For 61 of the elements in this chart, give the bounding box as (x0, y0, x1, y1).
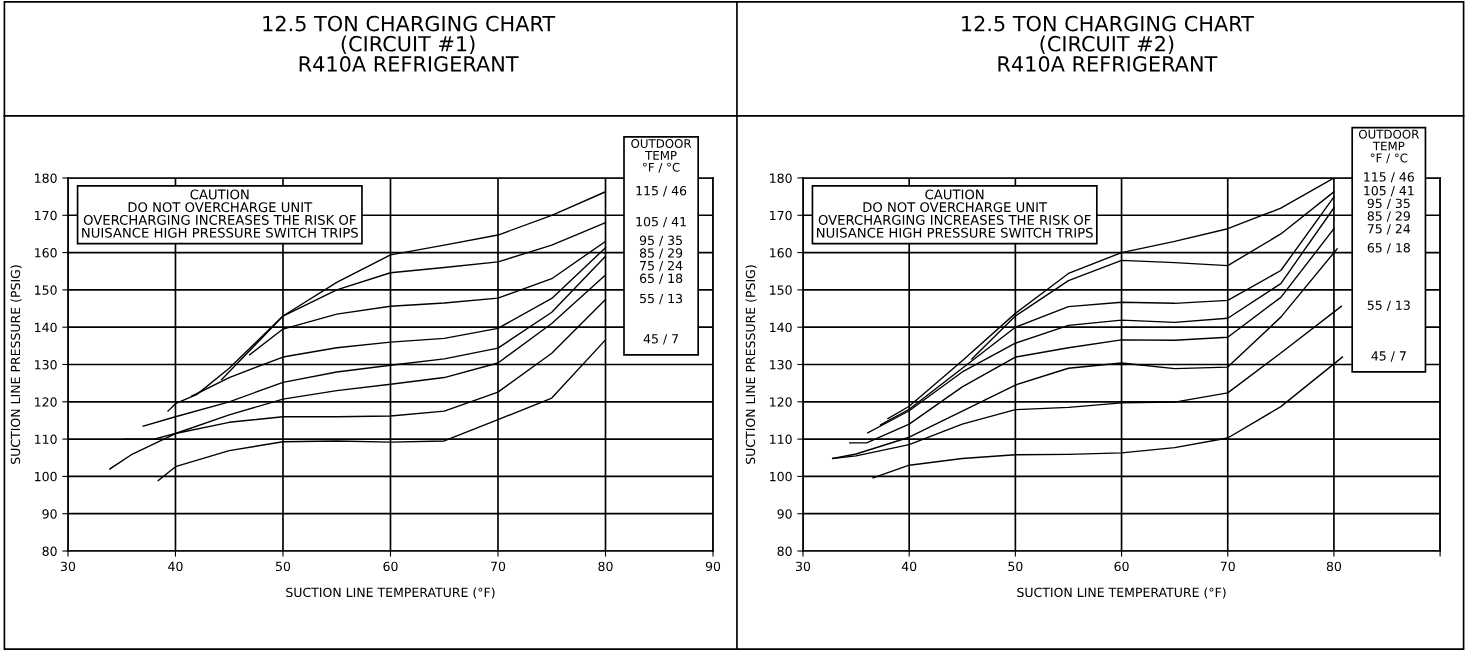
y-tick-label: 100 (770, 471, 792, 482)
text: 105 / 41 (636, 216, 686, 228)
x-tick-label: 70 (1220, 561, 1235, 572)
y-tick-label: 130 (770, 359, 792, 370)
y-tick-label: 140 (35, 322, 57, 333)
y-tick-label: 90 (777, 509, 792, 519)
x-tick-label: 50 (275, 561, 291, 572)
chart-title: 12.5 TON CHARGING CHART (CIRCUIT #2) R410A REFRIGERANT (962, 15, 1254, 72)
x-tick-label: 30 (796, 561, 811, 572)
y-tick-label: 100 (35, 471, 57, 482)
x-tick-label: 40 (168, 561, 183, 572)
legend-title: OUTDOOR TEMP °F / °C (631, 139, 692, 173)
y-tick-label: 110 (770, 434, 792, 445)
text: 45 / 7 (1371, 351, 1406, 362)
y-tick-label: 120 (770, 397, 792, 407)
y-tick-label: 180 (35, 173, 57, 183)
x-tick-label: 70 (491, 561, 506, 572)
x-tick-label: 50 (1008, 561, 1023, 572)
y-axis-title: SUCTION LINE PRESSURE (PSIG) (10, 265, 22, 464)
text: 85 / 29 (639, 248, 683, 259)
text: 45 / 7 (643, 334, 679, 345)
text: 55 / 13 (1367, 300, 1410, 311)
y-tick-label: 90 (42, 509, 57, 519)
y-tick-label: 170 (770, 210, 792, 221)
text: 95 / 35 (639, 235, 682, 247)
x-axis-title: SUCTION LINE TEMPERATURE (°F) (1017, 587, 1226, 599)
x-tick-label: 60 (1114, 561, 1129, 572)
text: 65 / 18 (1367, 243, 1410, 254)
y-tick-label: 150 (35, 285, 57, 295)
y-tick-label: 110 (35, 434, 57, 445)
x-tick-label: 90 (705, 561, 721, 572)
x-tick-label: 40 (901, 561, 917, 572)
text: 105 / 41 (1364, 185, 1414, 197)
y-tick-label: 160 (770, 248, 792, 258)
y-tick-label: 140 (770, 322, 792, 333)
chart-title: 12.5 TON CHARGING CHART (CIRCUIT #1) R410A REFRIGERANT (263, 15, 556, 72)
x-tick-label: 60 (383, 561, 398, 572)
text: 75 / 24 (640, 260, 683, 272)
y-tick-label: 120 (35, 397, 57, 407)
x-tick-label: 30 (60, 561, 76, 572)
y-tick-label: 180 (770, 173, 792, 183)
y-tick-label: 150 (770, 285, 792, 295)
y-tick-label: 80 (42, 546, 57, 556)
text: 65 / 18 (639, 273, 683, 285)
text: 95 / 35 (1367, 198, 1410, 210)
legend-title: OUTDOOR TEMP °F / °C (1358, 129, 1419, 164)
x-tick-label: 80 (1326, 561, 1342, 572)
y-tick-label: 80 (777, 546, 792, 556)
text: 55 / 13 (640, 293, 683, 305)
x-tick-label: 80 (598, 561, 613, 572)
y-tick-label: 160 (35, 248, 57, 258)
x-axis-title: SUCTION LINE TEMPERATURE (°F) (286, 587, 495, 599)
y-tick-label: 130 (35, 359, 57, 370)
text: 115 / 46 (636, 185, 687, 197)
text: 85 / 29 (1367, 211, 1410, 222)
annotation: CAUTION DO NOT OVERCHARGE UNIT OVERCHARGING INCREASES THE RISK OF NUISANCE HIGH PRESSURE SWITCH TRIPS (817, 189, 1093, 238)
y-tick-label: 170 (35, 210, 57, 221)
annotation: CAUTION DO NOT OVERCHARGE UNIT OVERCHARGING INCREASES THE RISK OF NUISANCE HIGH PRESSURE SWITCH TRIPS (82, 189, 358, 238)
text: 115 / 46 (1364, 172, 1414, 183)
y-axis-title: SUCTION LINE PRESSURE (PSIG) (745, 265, 757, 464)
text: 75 / 24 (1367, 224, 1411, 235)
